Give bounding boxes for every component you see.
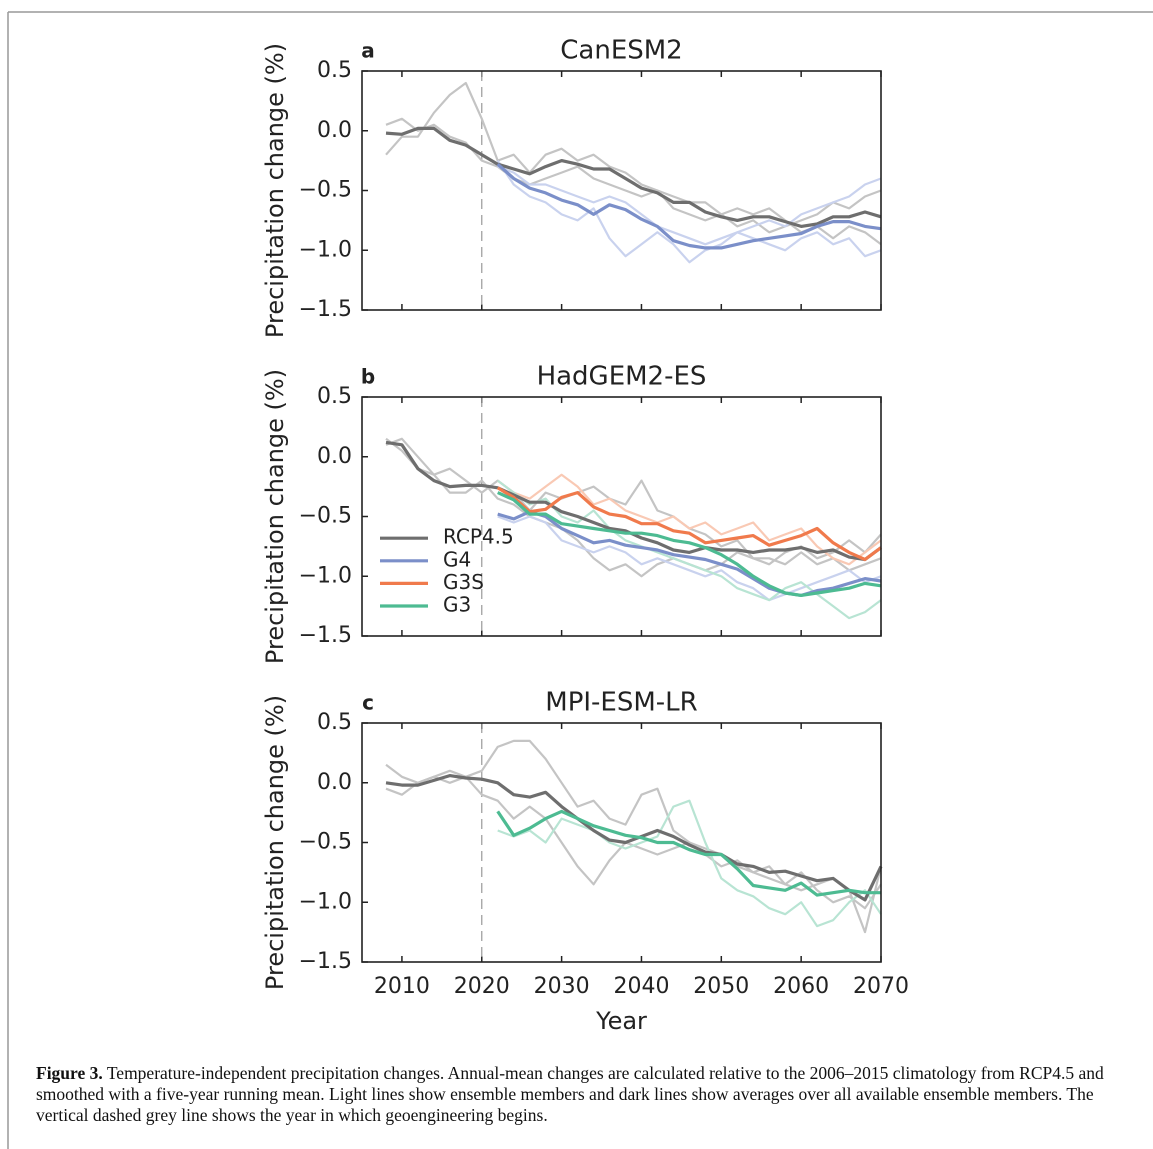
chart-title: HadGEM2-ES xyxy=(537,362,707,392)
chart-title: MPI-ESM-LR xyxy=(545,688,697,718)
mean-line xyxy=(496,486,882,562)
y-tick-label: 0.5 xyxy=(317,384,352,409)
member-line xyxy=(496,159,882,264)
mean-line xyxy=(385,126,882,228)
member-line xyxy=(385,739,883,934)
chart-title: CanESM2 xyxy=(560,36,682,66)
plot-frame xyxy=(361,396,882,637)
y-tick-label: −0.5 xyxy=(299,830,352,855)
panel-label: b xyxy=(361,365,375,389)
mean-line xyxy=(385,774,883,902)
member-line xyxy=(497,799,882,928)
mean-line xyxy=(496,809,881,897)
y-tick-label: −1.5 xyxy=(299,623,352,648)
y-tick-label: 0.5 xyxy=(317,58,352,83)
member-line xyxy=(497,165,882,246)
y-tick-label: 0.0 xyxy=(317,770,352,795)
x-tick-label: 2020 xyxy=(454,974,510,999)
y-axis-label: Precipitation change (%) xyxy=(261,369,289,664)
x-tick-label: 2010 xyxy=(374,974,430,999)
y-tick-label: −1.5 xyxy=(299,949,352,974)
mean-line xyxy=(497,510,882,597)
legend-label: G3S xyxy=(443,570,484,594)
mean-line xyxy=(497,491,882,597)
member-line xyxy=(497,515,882,602)
plot-frame xyxy=(361,70,882,311)
y-tick-label: −1.5 xyxy=(299,297,352,322)
member-line xyxy=(385,437,882,578)
panel-label: c xyxy=(362,691,374,715)
y-tick-label: 0.0 xyxy=(317,118,352,143)
plot-frame xyxy=(361,722,882,963)
legend-label: G4 xyxy=(443,547,471,571)
legend-label: RCP4.5 xyxy=(443,525,514,549)
y-axis-label: Precipitation change (%) xyxy=(261,695,289,990)
member-line xyxy=(385,81,882,246)
member-line xyxy=(497,473,882,566)
x-axis-label: Year xyxy=(595,1007,647,1035)
y-tick-label: −1.0 xyxy=(299,889,352,914)
y-tick-label: 0.5 xyxy=(317,710,352,735)
y-tick-label: −1.0 xyxy=(299,237,352,262)
y-tick-label: 0.0 xyxy=(317,444,352,469)
legend-label: G3 xyxy=(443,593,471,617)
y-axis-label: Precipitation change (%) xyxy=(261,43,289,338)
panel-label: a xyxy=(361,39,375,63)
x-tick-label: 2030 xyxy=(534,974,590,999)
x-tick-label: 2070 xyxy=(853,974,909,999)
x-tick-label: 2050 xyxy=(693,974,749,999)
mean-line xyxy=(496,163,882,250)
caption-label: Figure 3. xyxy=(36,1063,103,1083)
caption: Figure 3. Temperature-independent precip… xyxy=(36,1063,1116,1126)
x-tick-label: 2040 xyxy=(613,974,669,999)
x-tick-label: 2060 xyxy=(773,974,829,999)
y-tick-label: −0.5 xyxy=(299,504,352,529)
y-tick-label: −0.5 xyxy=(299,178,352,203)
y-tick-label: −1.0 xyxy=(299,563,352,588)
caption-text: Temperature-independent precipitation ch… xyxy=(36,1063,1104,1125)
